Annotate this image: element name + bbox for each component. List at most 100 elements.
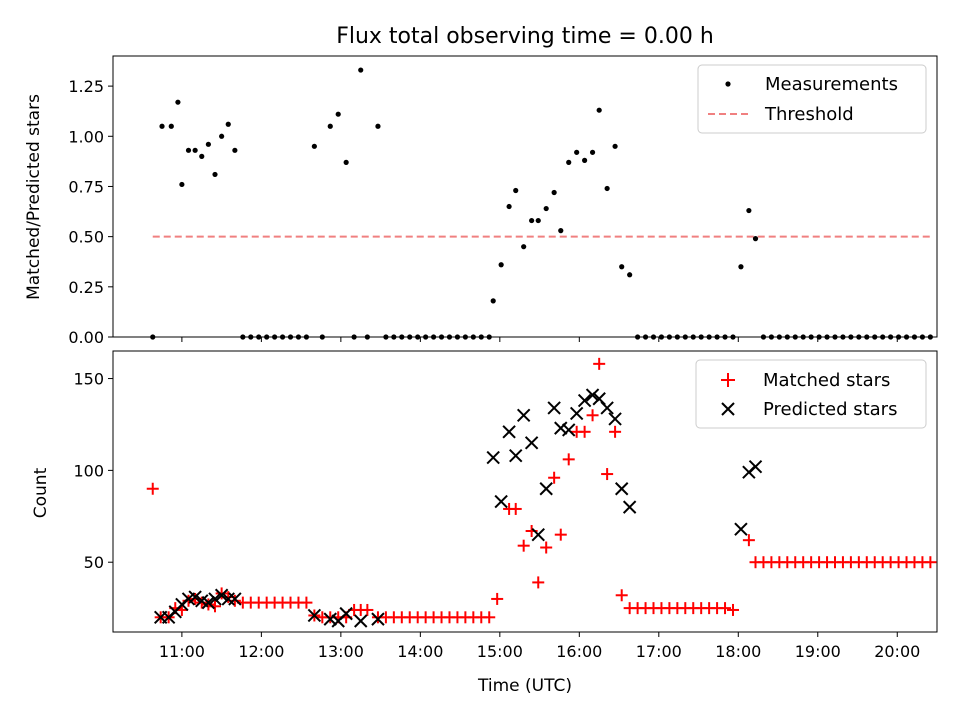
predicted-star-point bbox=[562, 423, 576, 437]
predicted-star-point bbox=[600, 401, 614, 415]
top-legend: Measurements Threshold bbox=[697, 64, 927, 134]
predicted-star-point bbox=[608, 412, 622, 426]
measurement-point bbox=[856, 334, 862, 340]
matched-star-point bbox=[593, 357, 606, 370]
matched-star-point bbox=[562, 453, 575, 466]
legend-matched-label: Matched stars bbox=[763, 370, 890, 391]
measurement-point bbox=[792, 334, 798, 340]
measurement-point bbox=[327, 123, 333, 129]
measurement-point bbox=[738, 264, 744, 270]
measurement-point bbox=[205, 141, 211, 147]
legend-matched-icon bbox=[721, 373, 735, 387]
measurement-point bbox=[219, 133, 225, 139]
measurement-point bbox=[872, 334, 878, 340]
predicted-star-point bbox=[585, 388, 600, 402]
predicted-star-point bbox=[547, 401, 561, 415]
bottom-legend: Matched stars Predicted stars bbox=[695, 359, 927, 429]
matched-star-point bbox=[532, 576, 545, 589]
measurement-point bbox=[358, 67, 364, 73]
measurement-point bbox=[335, 111, 341, 117]
measurement-point bbox=[864, 334, 870, 340]
measurement-point bbox=[604, 185, 610, 192]
measurement-point bbox=[650, 334, 657, 340]
legend-predicted-label: Predicted stars bbox=[763, 399, 897, 420]
measurement-point bbox=[768, 334, 775, 340]
predicted-star-point bbox=[622, 500, 637, 514]
measurement-point bbox=[212, 171, 218, 178]
measurement-point bbox=[574, 149, 580, 155]
measurement-point bbox=[895, 334, 902, 340]
predicted-star-point bbox=[354, 614, 368, 628]
measurement-point bbox=[351, 334, 357, 340]
top-legend-box bbox=[697, 64, 927, 134]
measurement-point bbox=[383, 334, 389, 340]
top-y-tick-label: 1.25 bbox=[68, 77, 104, 96]
matched-star-point bbox=[719, 602, 732, 615]
predicted-star-point bbox=[748, 459, 763, 474]
measurement-point bbox=[714, 334, 720, 340]
measurement-point bbox=[832, 334, 838, 340]
measurement-point bbox=[175, 99, 181, 105]
bottom-x-tick-label: 20:00 bbox=[874, 642, 920, 661]
measurement-point bbox=[816, 334, 822, 340]
measurement-point bbox=[415, 334, 421, 340]
measurement-point bbox=[808, 334, 814, 340]
matched-star-point bbox=[483, 611, 496, 624]
bottom-x-tick-label: 15:00 bbox=[477, 642, 523, 661]
measurement-point bbox=[888, 334, 894, 340]
measurement-point bbox=[848, 334, 854, 340]
bottom-x-tick-label: 11:00 bbox=[159, 642, 205, 661]
measurement-point bbox=[248, 334, 254, 340]
measurement-point bbox=[486, 334, 492, 340]
bottom-x-tick-label: 18:00 bbox=[715, 642, 761, 661]
measurement-point bbox=[375, 123, 381, 129]
measurement-point bbox=[800, 334, 806, 340]
measurement-point bbox=[199, 153, 205, 159]
matched-star-point bbox=[540, 541, 553, 554]
measurement-point bbox=[168, 123, 174, 129]
bottom-x-tick-label: 19:00 bbox=[795, 642, 841, 661]
matched-star-point bbox=[726, 603, 739, 616]
measurement-point bbox=[407, 334, 413, 340]
predicted-star-point bbox=[371, 612, 385, 626]
bottom-legend-box bbox=[695, 359, 927, 429]
measurement-point bbox=[264, 334, 270, 340]
measurement-point bbox=[776, 334, 782, 340]
predicted-star-point bbox=[531, 527, 545, 542]
measurement-point bbox=[470, 334, 476, 340]
measurement-point bbox=[454, 334, 461, 340]
measurement-point bbox=[746, 207, 752, 214]
matched-star-point bbox=[548, 471, 561, 484]
measurement-point bbox=[478, 334, 484, 340]
measurement-point bbox=[364, 334, 370, 340]
bottom-x-tick-label: 16:00 bbox=[556, 642, 602, 661]
measurement-point bbox=[462, 334, 468, 340]
predicted-star-point bbox=[214, 588, 229, 602]
measurement-point bbox=[506, 203, 512, 210]
legend-measurements-icon bbox=[725, 81, 731, 87]
measurement-point bbox=[430, 334, 437, 340]
measurement-point bbox=[438, 334, 445, 340]
predicted-star-point bbox=[516, 408, 531, 422]
matched-star-point bbox=[491, 592, 504, 605]
measurement-point bbox=[840, 334, 846, 340]
bottom-x-tick-label: 12:00 bbox=[238, 642, 284, 661]
measurement-point bbox=[256, 334, 262, 340]
top-y-axis-label: Matched/Predicted stars bbox=[24, 94, 44, 300]
measurement-point bbox=[446, 334, 453, 340]
predicted-star-point bbox=[577, 393, 592, 408]
measurement-point bbox=[903, 334, 910, 340]
predicted-star-point bbox=[734, 522, 748, 536]
top-y-tick-label: 1.00 bbox=[68, 127, 104, 146]
measurement-point bbox=[824, 334, 830, 340]
measurement-point bbox=[498, 262, 504, 268]
measurement-point bbox=[722, 334, 728, 340]
measurement-point bbox=[760, 334, 767, 340]
measurement-point bbox=[589, 149, 596, 155]
predicted-star-point bbox=[228, 592, 242, 606]
legend-predicted-icon bbox=[721, 402, 735, 416]
measurement-point bbox=[272, 334, 278, 340]
measurement-point bbox=[225, 121, 231, 127]
legend-threshold-label: Threshold bbox=[764, 104, 854, 125]
x-axis-label: Time (UTC) bbox=[477, 676, 572, 696]
